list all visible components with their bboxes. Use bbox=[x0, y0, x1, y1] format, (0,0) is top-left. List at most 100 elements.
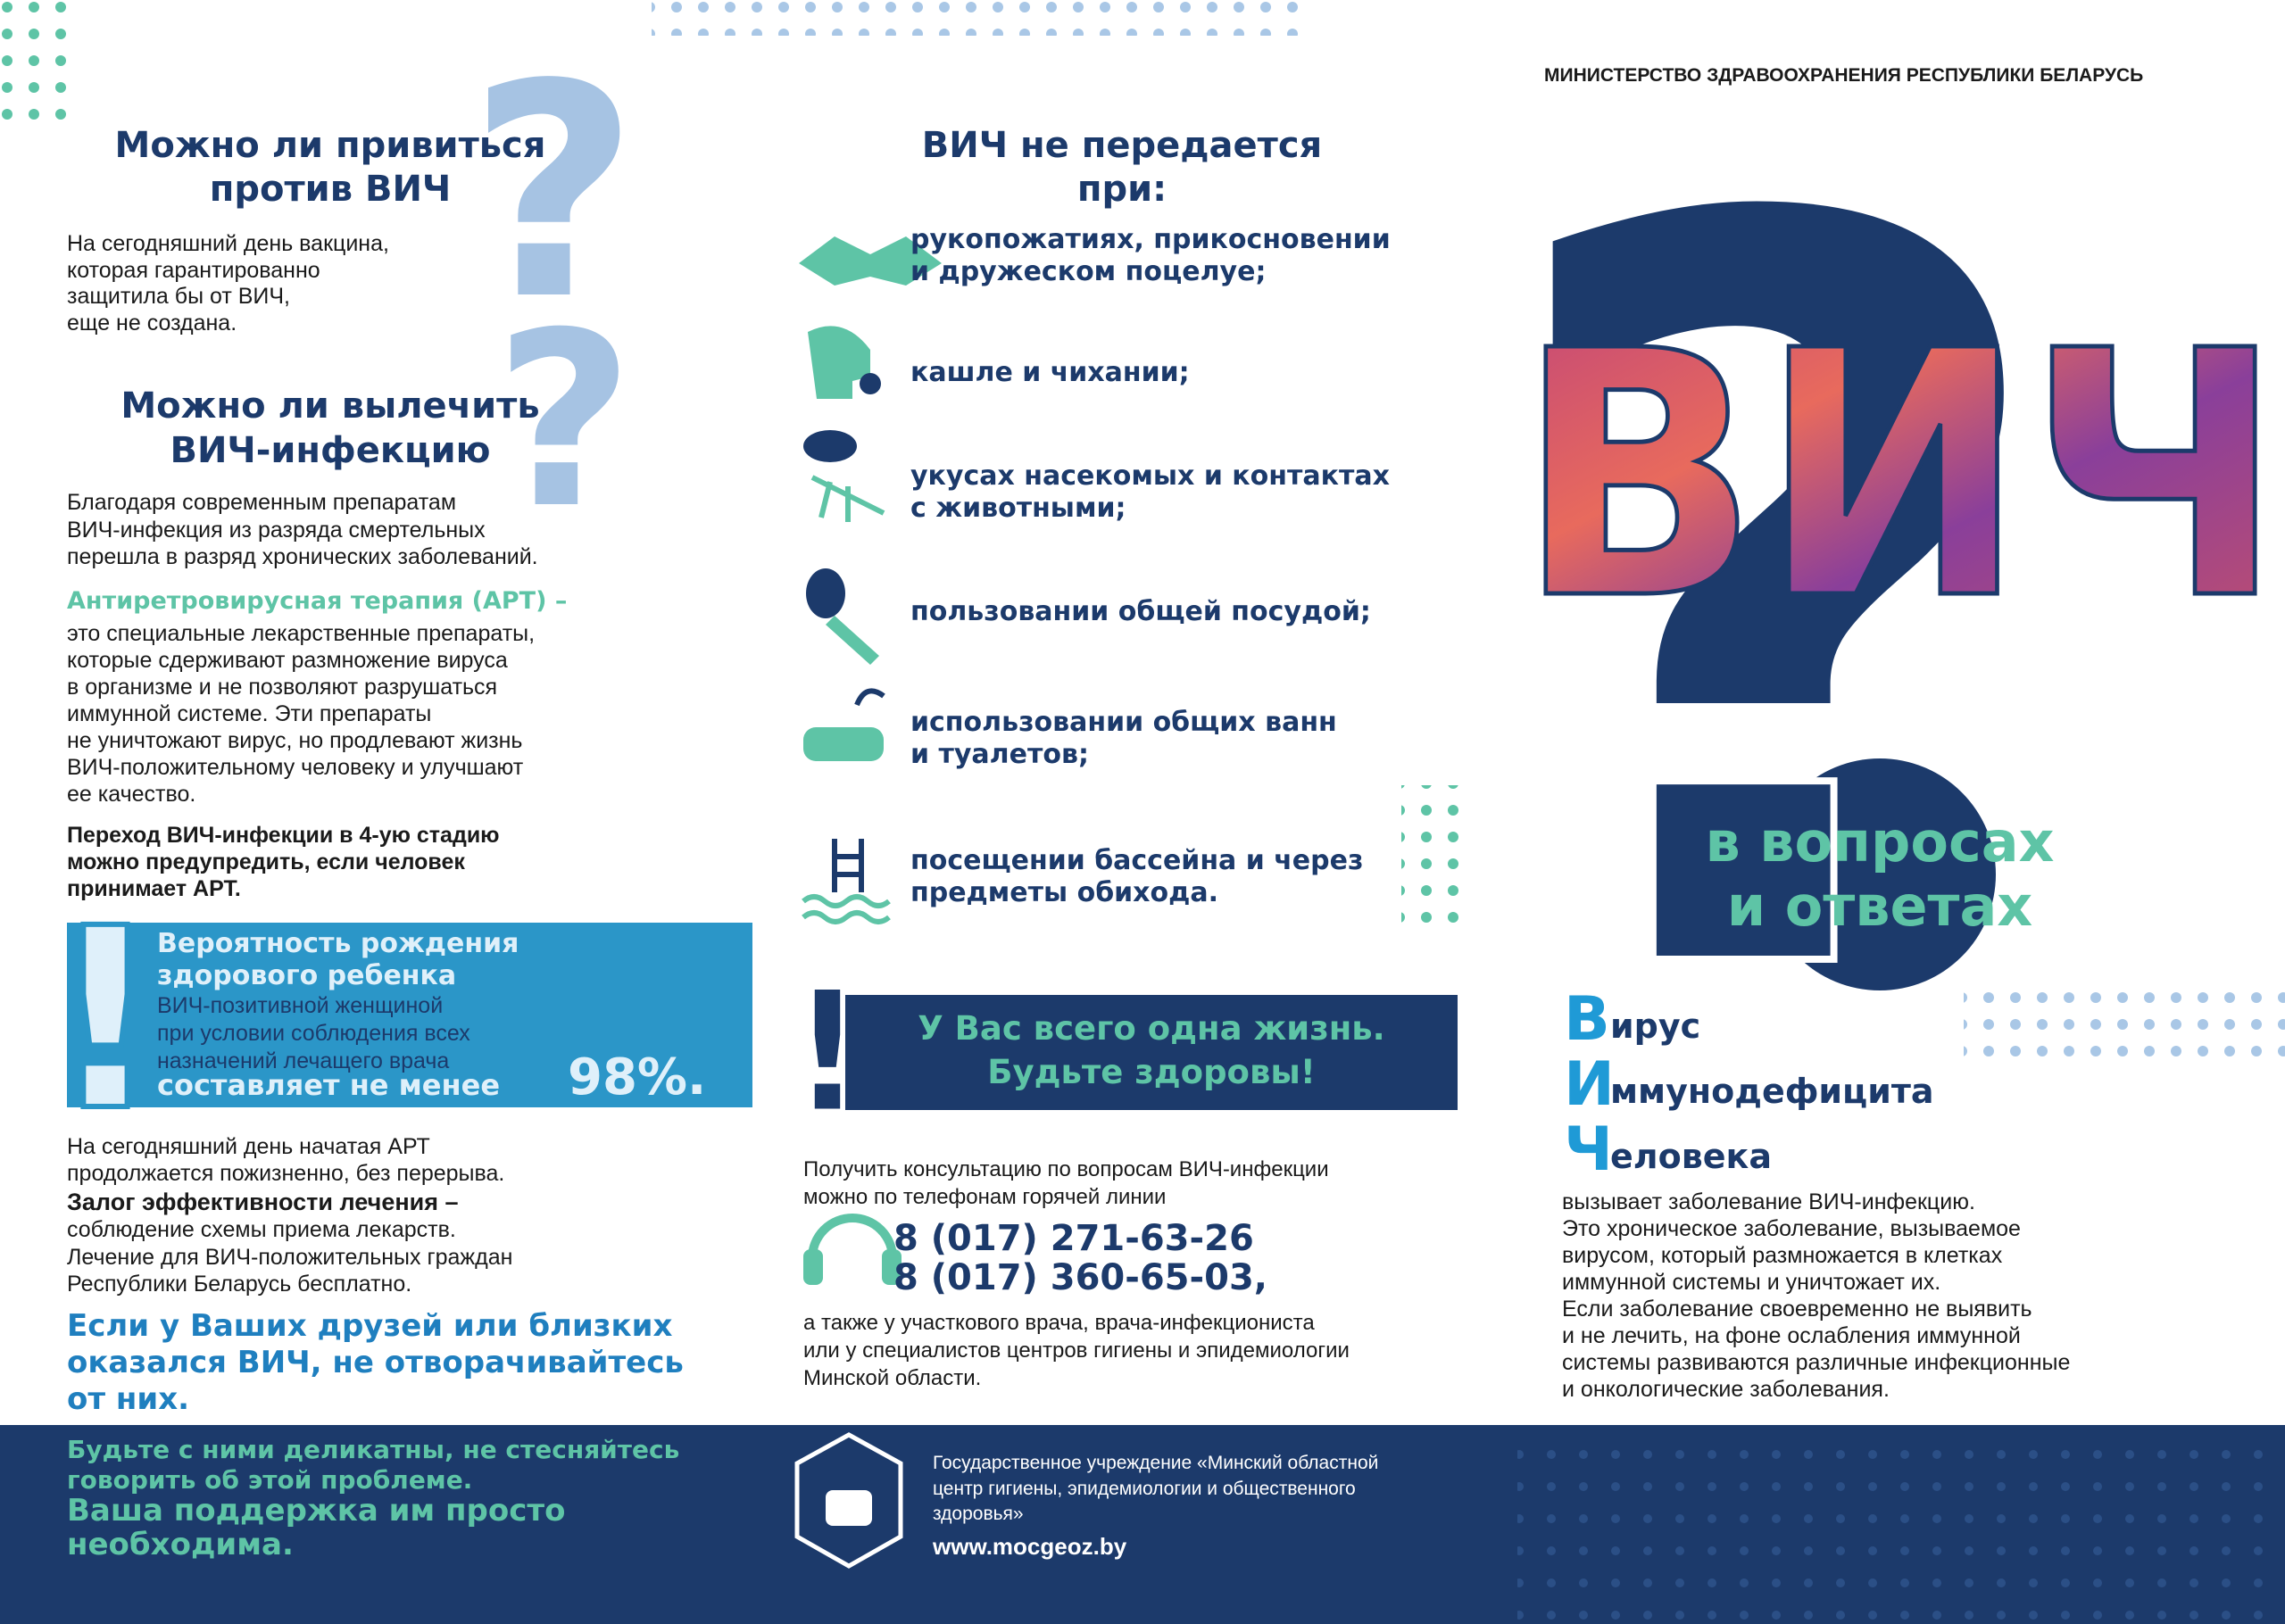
ministry: МИНИСТЕРСТВО ЗДРАВООХРАНЕНИЯ РЕСПУБЛИКИ … bbox=[1544, 65, 2144, 87]
heading: при: bbox=[1076, 169, 1167, 210]
paragraph: вызывает заболевание ВИЧ-инфекцию. bbox=[1562, 1189, 1975, 1214]
paragraph: системы развиваются различные инфекционн… bbox=[1562, 1350, 2071, 1375]
alert-box bbox=[67, 923, 752, 1107]
acronym-initial: И bbox=[1564, 1049, 1615, 1121]
paragraph: ее качество. bbox=[67, 782, 196, 807]
paragraph: которая гарантированно bbox=[67, 257, 320, 283]
alert-heading: Вероятность рождения bbox=[157, 928, 519, 959]
acronym-initial: В bbox=[1564, 984, 1610, 1056]
list-item: посещении бассейна и через bbox=[910, 845, 1364, 876]
paragraph: и не лечить, на фоне ослабления иммунной bbox=[1562, 1323, 2021, 1348]
dots bbox=[0, 0, 71, 134]
acronym-initial: Ч bbox=[1564, 1114, 1613, 1186]
slogan: У Вас всего одна жизнь. bbox=[918, 1008, 1385, 1048]
phone: 8 (017) 360-65-03, bbox=[893, 1257, 1267, 1298]
footer-text: Будьте с ними деликатны, не стесняйтесь bbox=[67, 1435, 680, 1465]
footer-text: Ваша поддержка им просто bbox=[67, 1492, 566, 1529]
headset-icon bbox=[803, 1249, 823, 1285]
exclamation-mark: ! bbox=[48, 875, 162, 1166]
subtitle: в вопросах bbox=[1705, 808, 2055, 874]
handshake-icon bbox=[799, 236, 942, 286]
pool-icon bbox=[802, 894, 891, 924]
paragraph: продолжается пожизненно, без перерыва. bbox=[67, 1161, 505, 1186]
paragraph: которые сдерживают размножение вируса bbox=[67, 648, 508, 673]
question-mark: ? bbox=[494, 280, 635, 561]
circle bbox=[1764, 758, 1996, 990]
paragraph: или у специалистов центров гигиены и эпи… bbox=[803, 1338, 1350, 1363]
paragraph: На сегодняшний день начатая АРТ bbox=[67, 1134, 430, 1159]
slogan-box bbox=[845, 995, 1458, 1110]
logo bbox=[826, 1490, 872, 1526]
heading: против ВИЧ bbox=[209, 169, 452, 210]
spoon-icon bbox=[806, 568, 845, 618]
paragraph: Республики Беларусь бесплатно. bbox=[67, 1272, 412, 1297]
paragraph: можно предупредить, если человек bbox=[67, 849, 465, 874]
list-item: пользовании общей посудой; bbox=[910, 596, 1371, 627]
paragraph: Это хроническое заболевание, вызываемое bbox=[1562, 1216, 2021, 1241]
heading: ВИЧ-инфекцию bbox=[170, 430, 491, 471]
paragraph: вирусом, который размножается в клетках bbox=[1562, 1243, 2003, 1268]
paragraph: еще не создана. bbox=[67, 310, 237, 336]
term: Антиретровирусная терапия (АРТ) – bbox=[67, 586, 568, 615]
org-name: центр гигиены, эпидемиологии и обществен… bbox=[933, 1478, 1356, 1499]
paragraph: и онкологические заболевания. bbox=[1562, 1377, 1890, 1402]
heading: ВИЧ не передается bbox=[921, 125, 1323, 166]
org-name: здоровья» bbox=[933, 1504, 1024, 1525]
alert-heading: здорового ребенка bbox=[157, 960, 457, 991]
paragraph: Минской области. bbox=[803, 1365, 982, 1390]
big-question-mark: ? bbox=[1478, 8, 2073, 1202]
paragraph: На сегодняшний день вакцина, bbox=[67, 231, 389, 256]
alert-heading: составляет не менее bbox=[157, 1067, 501, 1102]
slogan: Будьте здоровы! bbox=[987, 1052, 1316, 1091]
callout: оказался ВИЧ, не отворачивайтесь bbox=[67, 1344, 684, 1380]
headset-icon bbox=[808, 1214, 897, 1259]
paragraph: Благодаря современным препаратам bbox=[67, 490, 457, 515]
dots bbox=[1964, 977, 2285, 1057]
paragraph: защитила бы от ВИЧ, bbox=[67, 284, 290, 309]
paragraph: Если заболевание своевременно не выявить bbox=[1562, 1297, 2032, 1322]
paragraph: в организме и не позволяют разрушаться bbox=[67, 675, 498, 700]
headset-icon bbox=[882, 1249, 902, 1285]
org-name: Государственное учреждение «Минский обла… bbox=[933, 1453, 1379, 1474]
phone: 8 (017) 271-63-26 bbox=[893, 1218, 1254, 1259]
list-item: предметы обихода. bbox=[910, 877, 1219, 908]
footer-text: необходима. bbox=[67, 1526, 294, 1562]
website: www.mocgeoz.by bbox=[933, 1533, 1127, 1561]
bath-icon bbox=[854, 688, 885, 707]
question-mark: ? bbox=[468, 21, 638, 364]
acronym-word: ирус bbox=[1610, 1007, 1701, 1047]
paragraph: ВИЧ-инфекция из разряда смертельных bbox=[67, 517, 486, 543]
paragraph: иммунной системе. Эти препараты bbox=[67, 701, 432, 726]
pool-icon bbox=[832, 839, 864, 892]
spoon-icon bbox=[826, 616, 879, 665]
heading: Можно ли вылечить bbox=[120, 385, 540, 427]
paragraph: это специальные лекарственные препараты, bbox=[67, 621, 536, 646]
paragraph: Получить консультацию по вопросам ВИЧ-ин… bbox=[803, 1156, 1329, 1181]
list-item: укусах насекомых и контактах bbox=[910, 460, 1390, 492]
paragraph: перешла в разряд хронических заболеваний… bbox=[67, 544, 538, 569]
callout: Если у Ваших друзей или близких bbox=[67, 1307, 673, 1344]
list-item: рукопожатиях, прикосновении bbox=[910, 224, 1391, 255]
heading: Можно ли привиться bbox=[114, 125, 546, 166]
paragraph: можно по телефонам горячей линии bbox=[803, 1184, 1167, 1209]
bath-icon bbox=[803, 727, 884, 761]
list-item: кашле и чихании; bbox=[910, 357, 1190, 388]
paragraph: Переход ВИЧ-инфекции в 4-ую стадию bbox=[67, 823, 500, 848]
paragraph: а также у участкового врача, врача-инфек… bbox=[803, 1310, 1315, 1335]
subtitle: и ответах bbox=[1726, 873, 2033, 939]
list-item: и туалетов; bbox=[910, 739, 1089, 770]
dots bbox=[652, 0, 1303, 36]
paragraph: принимает АРТ. bbox=[67, 876, 241, 901]
alert-text: при условии соблюдения всех bbox=[157, 1021, 470, 1046]
callout: от них. bbox=[67, 1380, 190, 1417]
footer-text: говорить об этой проблеме. bbox=[67, 1465, 473, 1496]
icons bbox=[799, 236, 942, 1285]
dots bbox=[1401, 785, 1473, 937]
dots bbox=[1517, 1446, 2285, 1624]
paragraph: ВИЧ-положительному человеку и улучшают bbox=[67, 755, 524, 780]
alert-text: назначений лечащего врача bbox=[157, 1048, 450, 1073]
list-item: с животными; bbox=[910, 493, 1126, 524]
alert-percent: 98%. bbox=[568, 1048, 707, 1107]
cough-icon bbox=[808, 326, 870, 399]
